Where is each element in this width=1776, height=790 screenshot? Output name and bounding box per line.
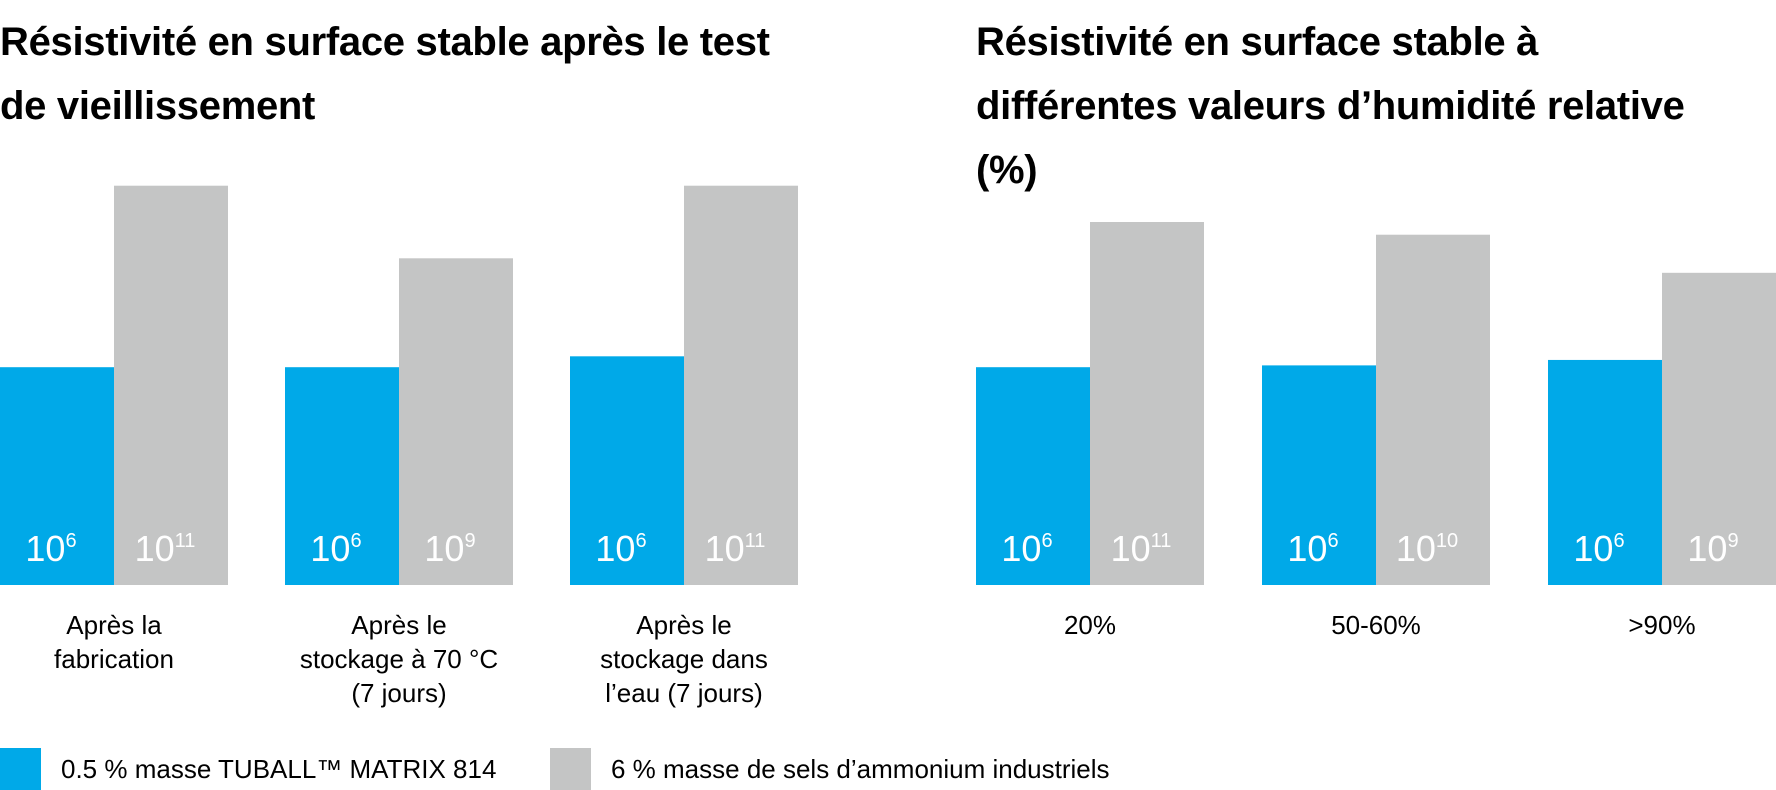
category-label: 20% (1064, 610, 1116, 640)
bar-ammonium-0 (1090, 222, 1204, 585)
bar-value-label: 106 (1001, 528, 1052, 569)
category-label: Après le stockage dans l’eau (7 jours) (600, 610, 768, 708)
bar-ammonium-1 (399, 258, 513, 585)
category-label: 50-60% (1331, 610, 1421, 640)
chart-aging: 106 1011 Après la fabrication 106 109 Après le… (0, 185, 798, 708)
legend-label-tuball: 0.5 % masse TUBALL™ MATRIX 814 (61, 753, 497, 784)
bar-value-label: 1011 (1111, 528, 1172, 569)
bar-value-label: 109 (424, 528, 475, 569)
legend-item-ammonium: 6 % masse de sels d’ammonium industriels (550, 748, 1110, 790)
bar-value-label: 106 (310, 528, 361, 569)
bar-tuball-0 (0, 367, 114, 585)
bar-value-label: 1010 (1396, 528, 1458, 569)
bar-tuball-2 (570, 356, 684, 585)
bar-tuball-2 (1548, 359, 1662, 585)
bar-value-label: 106 (595, 528, 646, 569)
chart-title-humidity: Résistivité en surface stable à différen… (976, 20, 1685, 192)
chart-title-aging: Résistivité en surface stable après le t… (0, 20, 770, 128)
category-label: >90% (1628, 610, 1695, 640)
legend-swatch-blue (0, 748, 41, 790)
chart-humidity: 106 1011 20% 106 1010 50-60% 106 109 >90% (976, 222, 1776, 640)
legend-label-ammonium: 6 % masse de sels d’ammonium industriels (611, 753, 1110, 784)
bar-value-label: 106 (1573, 528, 1624, 569)
bar-ammonium-0 (114, 185, 228, 585)
bar-ammonium-2 (1662, 272, 1776, 585)
bar-value-label: 106 (25, 528, 76, 569)
legend-swatch-gray (550, 748, 591, 790)
bar-tuball-1 (1262, 365, 1376, 585)
category-label: Après le stockage à 70 °C (7 jours) (300, 610, 498, 708)
legend-item-tuball: 0.5 % masse TUBALL™ MATRIX 814 (0, 748, 496, 790)
bar-value-label: 109 (1687, 528, 1738, 569)
bar-ammonium-2 (684, 185, 798, 585)
category-label: Après la fabrication (54, 610, 174, 674)
bar-value-label: 106 (1287, 528, 1338, 569)
bar-value-label: 1011 (135, 528, 196, 569)
bar-tuball-1 (285, 367, 399, 585)
bar-tuball-0 (976, 367, 1090, 585)
bar-ammonium-1 (1376, 234, 1490, 585)
bar-value-label: 1011 (705, 528, 766, 569)
